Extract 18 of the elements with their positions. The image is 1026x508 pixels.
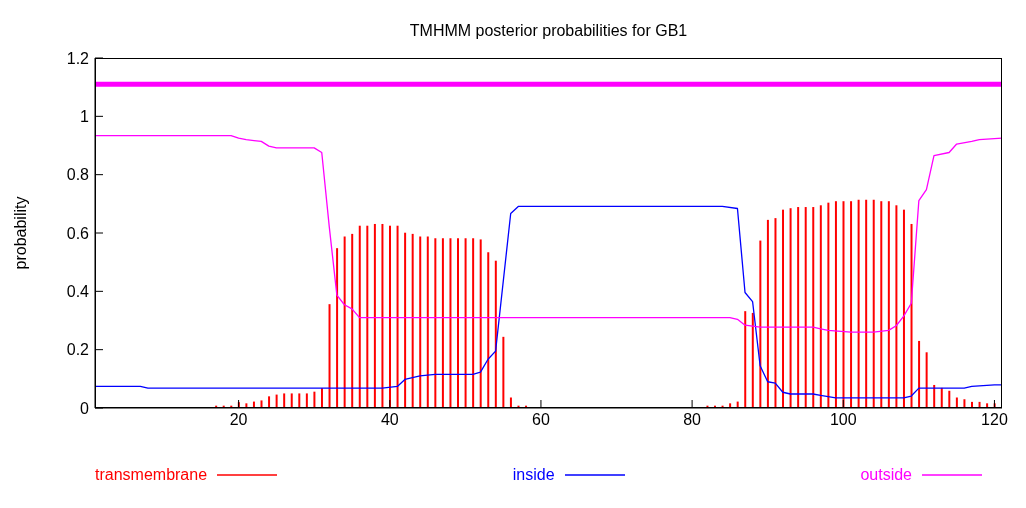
y-tick-label: 1: [80, 108, 90, 126]
legend-label: outside: [860, 466, 912, 484]
legend-label: inside: [512, 466, 555, 484]
y-tick-label: 0.4: [66, 283, 90, 301]
chart-title: TMHMM posterior probabilities for GB1: [408, 22, 689, 40]
y-tick-label: 1.2: [66, 49, 90, 67]
x-tick-label: 100: [829, 411, 857, 429]
y-tick-label: 0: [80, 399, 90, 417]
y-tick-label: 0.8: [66, 166, 90, 184]
y-tick-label: 0.6: [66, 224, 90, 242]
y-tick-label: 0.2: [66, 341, 90, 359]
legend-label: transmembrane: [95, 466, 208, 484]
x-tick-label: 40: [380, 411, 399, 429]
y-axis-title: probability: [12, 196, 30, 270]
x-tick-label: 120: [981, 411, 1008, 429]
x-tick-label: 60: [532, 411, 550, 429]
x-tick-label: 80: [683, 411, 702, 429]
x-tick-label: 20: [229, 411, 248, 429]
